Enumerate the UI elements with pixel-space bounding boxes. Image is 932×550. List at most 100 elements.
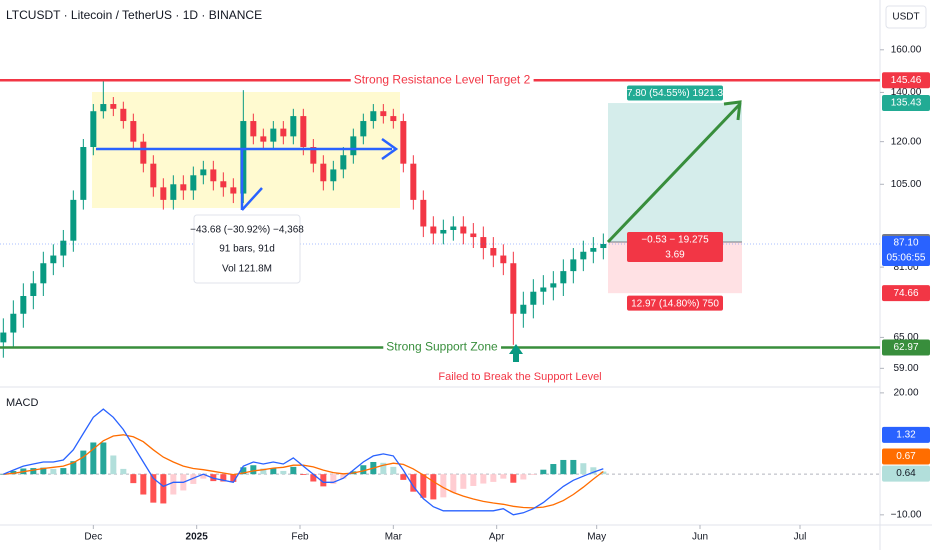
- macd-hist-bar: [300, 474, 307, 475]
- candle-body: [470, 233, 477, 238]
- macd-hist-bar: [330, 474, 337, 484]
- macd-title: MACD: [6, 397, 38, 409]
- chart-title: LTCUSDT · Litecoin / TetherUS · 1D · BIN…: [6, 8, 262, 22]
- macd-hist-bar: [490, 474, 497, 482]
- candle-body: [550, 283, 557, 288]
- macd-hist-bar: [120, 468, 127, 475]
- macd-y-tick-label: 20.00: [893, 388, 918, 399]
- candle-body: [290, 116, 297, 137]
- candle-body: [220, 181, 227, 188]
- macd-hist-bar: [140, 474, 147, 495]
- candle-body: [280, 128, 287, 137]
- candle-body: [250, 121, 257, 137]
- resistance-price: 145.46: [891, 75, 922, 86]
- macd-hist-bar: [560, 459, 567, 475]
- target-arrow-head: [723, 100, 742, 121]
- macd-hist-bar: [90, 442, 97, 475]
- macd-hist-bar: [40, 467, 47, 475]
- candle-body: [20, 296, 27, 314]
- macd-hist-bar: [520, 474, 527, 480]
- macd-hist-bar: [440, 474, 447, 498]
- target-arrow: [606, 102, 742, 244]
- candle-body: [460, 226, 467, 234]
- entry-text-bg: [627, 232, 723, 263]
- blue-arrow-head: [381, 137, 399, 161]
- candle-body: [390, 116, 397, 122]
- last-price-bg: [882, 235, 930, 266]
- macd-hist-bar: [200, 474, 207, 479]
- macd-hist-bar: [500, 474, 507, 479]
- macd-hist-bar: [270, 468, 277, 475]
- countdown: 05:06:55: [887, 253, 926, 264]
- candle-body: [200, 169, 207, 176]
- candle-body: [10, 313, 17, 333]
- macd-hist-bar: [450, 474, 457, 493]
- macd-hist-bar: [460, 474, 467, 489]
- macd-hist-bar: [60, 468, 67, 475]
- measure-change: −43.68 (−30.92%) −4,368: [190, 225, 304, 236]
- x-tick-label: Apr: [489, 532, 505, 543]
- macd-hist-bar: [280, 470, 287, 475]
- candle-body: [590, 248, 597, 252]
- support-note: Failed to Break the Support Level: [438, 371, 601, 383]
- macd-hist-bar: [230, 474, 237, 482]
- candle-body: [300, 116, 307, 148]
- measure-bg: [193, 214, 301, 284]
- candle-body: [90, 111, 97, 148]
- target-text: 47.80 (54.55%) 1921.36: [621, 88, 729, 99]
- candle-body: [540, 287, 547, 292]
- macd-hist-bar: [50, 468, 57, 475]
- support-arrow: [509, 344, 523, 362]
- candle-body: [570, 259, 577, 272]
- candle-body: [420, 199, 427, 227]
- entry-text: −0.53 − 19.275: [641, 235, 709, 246]
- support-price-bg: [882, 339, 930, 356]
- candle-body: [230, 187, 237, 194]
- candle-body: [150, 163, 157, 188]
- target-text-bg: [627, 85, 723, 101]
- macd-hist-bar: [240, 467, 247, 475]
- macd-last-bg: [882, 426, 930, 443]
- y-tick-label: 65.00: [893, 332, 918, 343]
- resistance-price-bg: [882, 72, 930, 89]
- candle-body: [190, 175, 197, 191]
- candle-body: [270, 128, 277, 142]
- macd-hist-bar: [310, 474, 317, 482]
- macd-hist-bar: [570, 459, 577, 475]
- candle-body: [400, 121, 407, 164]
- candle-body: [490, 248, 497, 256]
- macd-hist-bar: [400, 474, 407, 480]
- y-tick-label: 81.00: [893, 262, 918, 273]
- macd-hist-bar: [480, 474, 487, 484]
- x-tick-label: Dec: [84, 532, 102, 543]
- candle-body: [370, 111, 377, 122]
- y-tick-label: 140.00: [891, 87, 922, 98]
- x-tick-label: May: [587, 532, 606, 543]
- macd-hist-bar: [540, 469, 547, 475]
- macd-hist-bar: [80, 450, 87, 475]
- macd-hist-bar: [550, 464, 557, 475]
- level-label-bg: [350, 72, 534, 87]
- candle-body: [350, 136, 357, 156]
- signal-last-bg: [882, 448, 930, 465]
- candle-body: [440, 229, 447, 234]
- candle-body: [380, 111, 387, 117]
- candle-body: [30, 283, 37, 297]
- macd-hist-bar: [30, 468, 37, 475]
- measure-box: −43.68 (−30.92%) −4,368 91 bars, 91d Vol…: [190, 214, 304, 284]
- x-tick-label: Feb: [291, 532, 309, 543]
- candle-body: [360, 121, 367, 137]
- macd-hist-bar: [190, 474, 197, 484]
- candle-body: [160, 187, 167, 200]
- candle-body: [70, 199, 77, 241]
- candle-body: [240, 121, 247, 194]
- x-tick-label: Mar: [385, 532, 403, 543]
- macd-hist-bar: [250, 465, 257, 475]
- candle-body: [0, 332, 7, 343]
- candle-body: [340, 155, 347, 170]
- candle-body: [60, 240, 67, 256]
- macd-hist-bar: [600, 471, 607, 475]
- measure-volume: Vol 121.8M: [222, 264, 272, 275]
- macd-hist-bar: [10, 470, 17, 475]
